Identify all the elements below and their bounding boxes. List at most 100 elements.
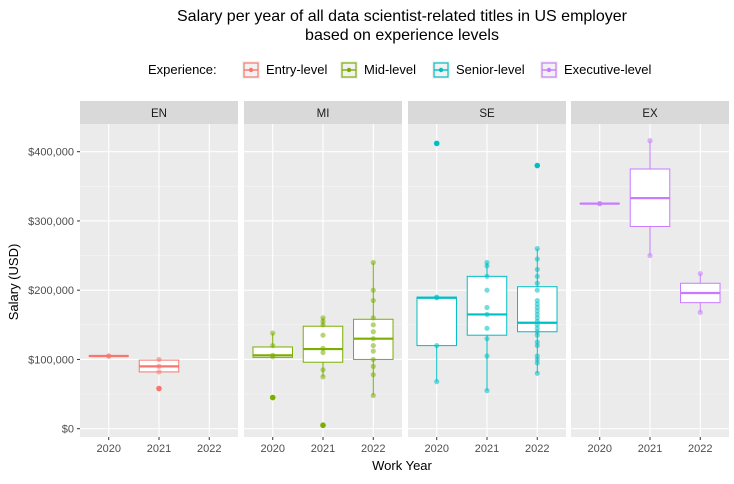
data-point [371, 298, 376, 303]
x-axis-label: Work Year [372, 458, 432, 473]
x-tick-label: 2020 [587, 443, 611, 455]
data-point [597, 201, 602, 206]
legend-key-point [347, 68, 351, 72]
data-point [535, 281, 540, 286]
data-point [535, 246, 540, 251]
panel-strip-label: EN [151, 108, 167, 120]
x-tick-label: 2021 [638, 443, 662, 455]
data-point [535, 298, 540, 303]
data-point [106, 353, 111, 358]
data-point [484, 326, 489, 331]
data-point [484, 260, 489, 265]
data-point [434, 141, 439, 146]
legend: Experience: Entry-level Mid-level Senior-l… [148, 61, 652, 79]
x-tick-label: 2020 [96, 443, 120, 455]
x-tick-label: 2021 [475, 443, 499, 455]
data-point [484, 312, 489, 317]
legend-key-point [439, 68, 443, 72]
data-point [647, 138, 652, 143]
data-point [371, 343, 376, 348]
legend-key-point [249, 68, 253, 72]
data-point [434, 343, 439, 348]
data-point [434, 295, 439, 300]
legend-entry: Entry-level [242, 61, 328, 79]
data-point [698, 310, 703, 315]
panel-en: EN 2020 2021 2022 [80, 101, 238, 455]
data-point [156, 357, 161, 362]
y-tick-label: $400,000 [28, 147, 74, 159]
x-tick-label: 2021 [147, 443, 171, 455]
data-point [371, 357, 376, 362]
y-tick-label: $0 [62, 424, 74, 436]
x-tick-label: 2022 [525, 443, 549, 455]
legend-entry: Mid-level [340, 61, 416, 79]
data-point [371, 393, 376, 398]
data-point [371, 315, 376, 320]
panel-se: SE 2020 2021 2022 [408, 101, 566, 455]
data-point [535, 340, 540, 345]
data-point [535, 267, 540, 272]
legend-title: Experience: [148, 62, 217, 77]
data-point [320, 315, 325, 320]
box-body [303, 326, 343, 362]
data-point [371, 288, 376, 293]
data-point [535, 274, 540, 279]
data-point [270, 343, 275, 348]
data-point [270, 331, 275, 336]
x-tick-label: 2022 [197, 443, 221, 455]
x-tick-label: 2022 [688, 443, 712, 455]
legend-label: Entry-level [266, 62, 328, 77]
y-tick-label: $200,000 [28, 285, 74, 297]
data-point [371, 349, 376, 354]
x-tick-label: 2020 [260, 443, 284, 455]
chart-title-line2: based on experience levels [305, 27, 499, 44]
legend-label: Senior-level [456, 62, 525, 77]
data-point [484, 274, 489, 279]
legend-key-point [547, 68, 551, 72]
chart-title-line1: Salary per year of all data scientist-re… [177, 8, 628, 25]
data-point [371, 329, 376, 334]
data-point [156, 386, 161, 391]
legend-label: Mid-level [364, 62, 416, 77]
y-axis-label: Salary (USD) [6, 244, 21, 321]
data-point [320, 333, 325, 338]
data-point [535, 371, 540, 376]
panel-strip-label: EX [642, 108, 658, 120]
y-axis: $0 $100,000 $200,000 $300,000 $400,000 [28, 147, 80, 436]
data-point [320, 346, 325, 351]
legend-entry: Senior-level [432, 61, 525, 79]
data-point [320, 367, 325, 372]
y-tick-label: $300,000 [28, 216, 74, 228]
data-point [320, 423, 325, 428]
data-point [647, 253, 652, 258]
data-point [371, 336, 376, 341]
data-point [484, 336, 489, 341]
legend-label: Executive-level [564, 62, 652, 77]
data-point [434, 379, 439, 384]
data-point [320, 374, 325, 379]
data-point [156, 369, 161, 374]
y-tick-label: $100,000 [28, 354, 74, 366]
data-point [371, 322, 376, 327]
data-point [484, 388, 489, 393]
data-point [484, 305, 489, 310]
panel-ex: EX 2020 2021 2022 [571, 101, 729, 455]
data-point [535, 256, 540, 261]
data-point [535, 163, 540, 168]
data-point [156, 364, 161, 369]
data-point [270, 353, 275, 358]
data-point [371, 260, 376, 265]
data-point [535, 288, 540, 293]
x-tick-label: 2020 [424, 443, 448, 455]
data-point [484, 353, 489, 358]
data-point [371, 372, 376, 377]
legend-entry: Executive-level [540, 61, 652, 79]
data-point [371, 364, 376, 369]
data-point [484, 288, 489, 293]
data-point [698, 271, 703, 276]
panel-strip-label: SE [479, 108, 495, 120]
data-point [270, 395, 275, 400]
